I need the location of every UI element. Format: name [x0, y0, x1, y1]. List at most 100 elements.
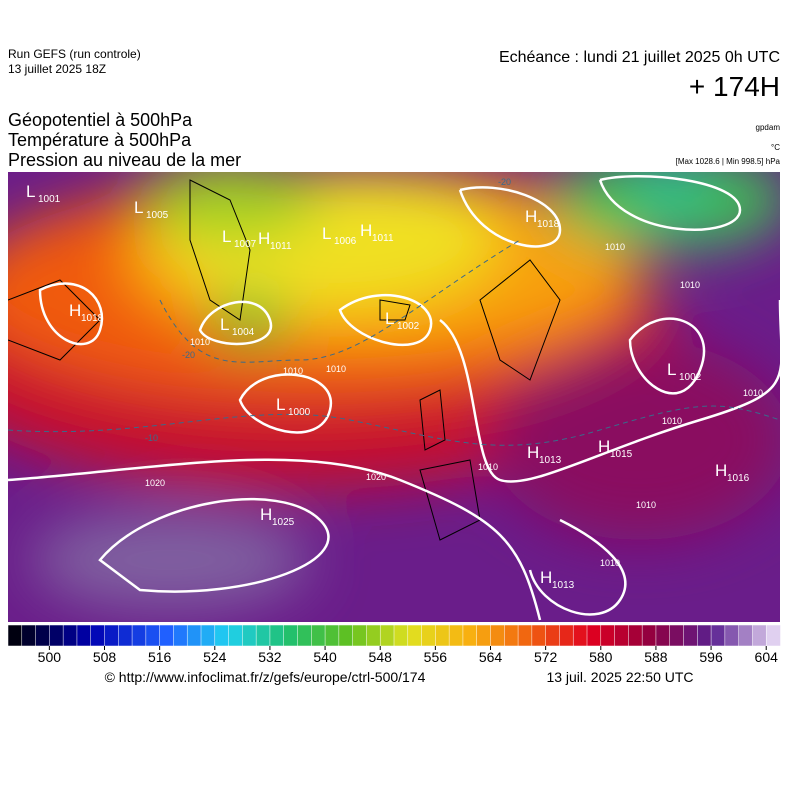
colorbar-cell [145, 624, 161, 647]
pressure-value: 1013 [552, 580, 575, 591]
colorbar-cell [104, 624, 120, 647]
colorbar-cell [352, 624, 368, 647]
unit: [Max 1028.6 | Min 998.5] hPa [676, 157, 781, 166]
colorbar-cell [214, 624, 230, 647]
colorbar-label: 596 [699, 649, 723, 665]
colorbar-cell [710, 624, 726, 647]
colorbar-cell [752, 624, 767, 647]
isobar-label: 1010 [478, 462, 498, 472]
pressure-value: 1006 [334, 236, 357, 247]
colorbar-label: 580 [589, 649, 613, 665]
colorbar-cell [765, 624, 781, 647]
colorbar-cell [49, 624, 64, 647]
pressure-value: 1000 [288, 407, 311, 418]
pressure-value: 1018 [537, 219, 560, 230]
pressure-value: 1016 [727, 473, 750, 484]
colorbar-cell [131, 624, 147, 647]
colorbar-cell [559, 624, 574, 647]
colorbar-cell [586, 624, 602, 647]
colorbar-cell [738, 624, 754, 647]
isobar-label: 1010 [600, 558, 620, 568]
colorbar-cell [724, 624, 740, 647]
isobar-label: 1010 [680, 280, 700, 290]
unit: gpdam [756, 123, 781, 132]
pressure-value: 1025 [272, 517, 295, 528]
colorbar-cell [366, 624, 381, 647]
pressure-type: H [69, 301, 81, 320]
colorbar-cell [517, 624, 533, 647]
pressure-value: 1015 [610, 449, 633, 460]
isobar-label: 1010 [190, 337, 210, 347]
colorbar-cell [476, 624, 492, 647]
colorbar-label: 548 [369, 649, 393, 665]
temperature-label: -20 [182, 350, 195, 360]
pressure-type: L [26, 182, 35, 201]
colorbar-label: 556 [424, 649, 448, 665]
valid-time: Echéance : lundi 21 juillet 2025 0h UTC [499, 49, 780, 66]
title: Géopotentiel à 500hPa [8, 110, 193, 130]
colorbar-cell [504, 624, 519, 647]
colorbar-cell [76, 624, 92, 647]
pressure-type: H [598, 437, 610, 456]
colorbar-cell [655, 624, 671, 647]
title: Température à 500hPa [8, 130, 192, 150]
colorbar-cell [490, 624, 506, 647]
pressure-value: 1001 [38, 194, 61, 205]
lead-time: + 174H [689, 71, 780, 102]
pressure-type: H [715, 461, 727, 480]
colorbar-cell [35, 624, 51, 647]
colorbar-cell [90, 624, 106, 647]
colorbar-cell [324, 624, 340, 647]
pressure-type: L [322, 224, 331, 243]
isobar-label: 1010 [636, 500, 656, 510]
pressure-value: 1011 [270, 241, 292, 252]
colorbar-cell [614, 624, 630, 647]
colorbar-cell [283, 624, 299, 647]
run-date: 13 juillet 2025 18Z [8, 62, 106, 76]
temperature-label: -10 [145, 433, 158, 443]
colorbar-cell [545, 624, 561, 647]
colorbar-cell [628, 624, 643, 647]
pressure-value: 1002 [397, 321, 420, 332]
pressure-value: 1013 [539, 455, 562, 466]
isobar-label: 1010 [326, 364, 346, 374]
isobar-label: 1010 [605, 242, 625, 252]
colorbar-cell [173, 624, 188, 647]
source: © http://www.infoclimat.fr/z/gefs/europe… [105, 669, 426, 685]
isobar-label: 1020 [145, 478, 165, 488]
isobar-label: 1010 [743, 388, 763, 398]
pressure-type: L [220, 315, 229, 334]
colorbar-label: 516 [148, 649, 172, 665]
pressure-value: 1002 [679, 372, 702, 383]
pressure-type: L [276, 395, 285, 414]
pressure-value: 1004 [232, 327, 255, 338]
pressure-type: H [258, 229, 270, 248]
pressure-type: H [525, 207, 537, 226]
colorbar-cell [62, 624, 78, 647]
colorbar-cell [297, 624, 313, 647]
colorbar-cell [393, 624, 409, 647]
colorbar-cell [242, 624, 257, 647]
map [8, 172, 780, 622]
pressure-type: H [260, 505, 272, 524]
colorbar-label: 524 [203, 649, 227, 665]
colorbar-cell [186, 624, 202, 647]
colorbar-cell [200, 624, 216, 647]
title: Pression au niveau de la mer [8, 150, 241, 170]
generated-time: 13 juil. 2025 22:50 UTC [546, 669, 693, 685]
colorbar-label: 540 [313, 649, 337, 665]
colorbar-cell [683, 624, 699, 647]
colorbar-cell [435, 624, 450, 647]
colorbar-cell [641, 624, 657, 647]
colorbar-cell [21, 624, 37, 647]
isobar-label: 1010 [662, 416, 682, 426]
colorbar-cell [448, 624, 464, 647]
pressure-value: 1007 [234, 239, 257, 250]
colorbar-cell [572, 624, 588, 647]
pressure-type: L [222, 227, 231, 246]
colorbar-cell [255, 624, 271, 647]
pressure-type: H [527, 443, 539, 462]
colorbar-label: 572 [534, 649, 558, 665]
pressure-type: H [540, 568, 552, 587]
colorbar-cell [118, 624, 133, 647]
